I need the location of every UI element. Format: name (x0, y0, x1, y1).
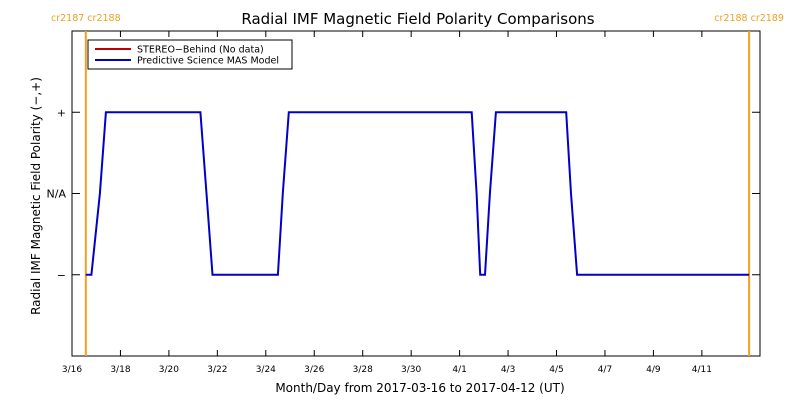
chart-title: Radial IMF Magnetic Field Polarity Compa… (241, 10, 594, 28)
legend-entry: STEREO−Behind (No data) (137, 45, 264, 56)
x-tick-label: 3/26 (304, 365, 324, 375)
y-tick-label: + (57, 106, 66, 119)
x-tick-label: 3/30 (401, 365, 421, 375)
x-tick-label: 3/18 (110, 365, 130, 375)
legend-entry: Predictive Science MAS Model (137, 56, 279, 67)
x-tick-label: 4/1 (452, 365, 466, 375)
x-tick-label: 4/9 (646, 365, 661, 375)
y-tick-label: N/A (47, 188, 67, 201)
x-tick-label: 4/3 (501, 365, 515, 375)
x-tick-label: 4/7 (598, 365, 612, 375)
x-tick-label: 3/16 (62, 365, 82, 375)
x-tick-label: 4/5 (549, 365, 563, 375)
carrington-label-left: cr2187 cr2188 (51, 13, 121, 24)
x-axis-ticks: 3/16 3/18 3/20 3/22 3/24 3/26 3/28 3/30 4/1 4/3 4/… (62, 31, 712, 375)
y-tick-label: − (57, 269, 66, 282)
legend: STEREO−Behind (No data)Predictive Scienc… (87, 39, 293, 70)
series-line (85, 111, 750, 276)
legend-box (87, 39, 293, 70)
x-tick-label: 3/20 (159, 365, 179, 375)
x-tick-label: 3/24 (256, 365, 276, 375)
x-tick-label: 3/22 (207, 365, 227, 375)
x-tick-label: 4/11 (692, 365, 712, 375)
plot-frame (71, 30, 761, 357)
carrington-label-right: cr2188 cr2189 (714, 13, 784, 24)
carrington-markers (84, 31, 751, 356)
x-tick-label: 3/28 (353, 365, 373, 375)
x-axis-label: Month/Day from 2017-03-16 to 2017-04-12 … (275, 381, 564, 395)
y-axis-ticks: + N/A − (47, 106, 760, 282)
y-axis-label: Radial IMF Magnetic Field Polarity (−,+) (29, 77, 43, 315)
series-lines (85, 111, 750, 276)
